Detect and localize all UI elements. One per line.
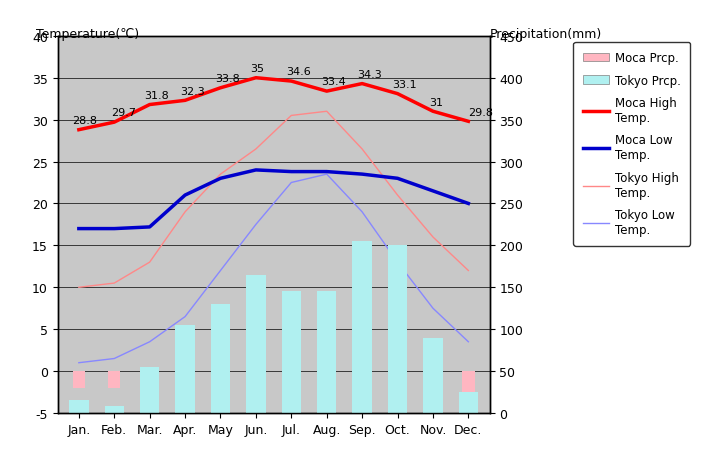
Bar (215, 371, 227, 401)
Text: 29.7: 29.7 (111, 108, 135, 118)
Bar (73, 371, 85, 388)
Bar (179, 371, 192, 388)
Text: 35: 35 (251, 64, 264, 74)
Bar (459, 392, 478, 413)
Text: 34.3: 34.3 (357, 70, 382, 80)
Bar (211, 304, 230, 413)
Bar (282, 292, 301, 413)
Bar (392, 371, 404, 392)
Bar (108, 371, 120, 388)
Bar (285, 371, 297, 401)
Text: Precipitation(mm): Precipitation(mm) (490, 28, 602, 40)
Bar (388, 246, 408, 413)
Bar (246, 275, 266, 413)
Text: 33.8: 33.8 (215, 74, 240, 84)
Bar (104, 406, 124, 413)
Bar (250, 371, 262, 392)
Text: 33.4: 33.4 (321, 77, 346, 87)
Text: 32.3: 32.3 (180, 86, 204, 96)
Bar (423, 338, 443, 413)
Bar (143, 371, 156, 384)
Bar (427, 371, 439, 388)
Text: 29.8: 29.8 (468, 107, 493, 118)
Legend: Moca Prcp., Tokyo Prcp., Moca High
Temp., Moca Low
Temp., Tokyo High
Temp., Toky: Moca Prcp., Tokyo Prcp., Moca High Temp.… (573, 43, 690, 246)
Text: Temperature(℃): Temperature(℃) (36, 28, 139, 40)
Bar (140, 367, 159, 413)
Bar (320, 371, 333, 380)
Bar (69, 401, 89, 413)
Bar (317, 292, 336, 413)
Text: 31: 31 (429, 97, 444, 107)
Text: 34.6: 34.6 (286, 67, 311, 77)
Bar (462, 371, 474, 397)
Text: 28.8: 28.8 (72, 116, 96, 126)
Bar (352, 241, 372, 413)
Text: 31.8: 31.8 (144, 90, 169, 101)
Bar (356, 371, 369, 397)
Text: 33.1: 33.1 (392, 80, 417, 90)
Bar (176, 325, 195, 413)
